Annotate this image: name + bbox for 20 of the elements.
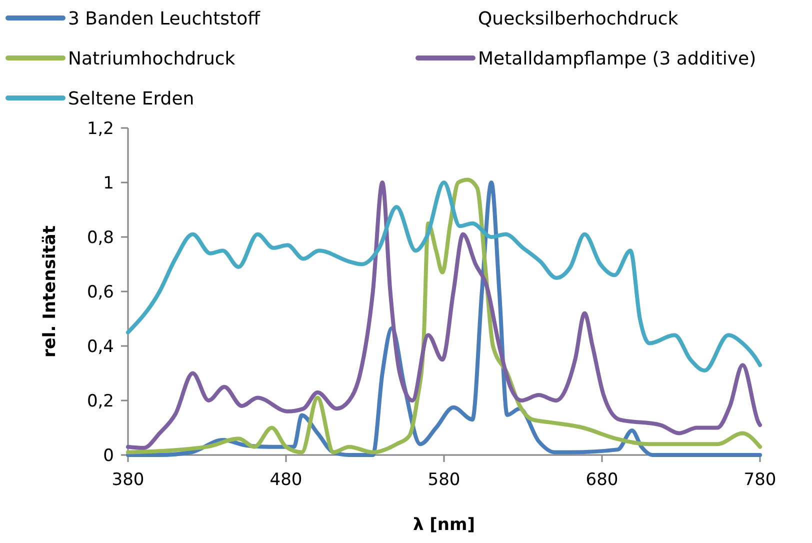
x-tick-label: 580 — [428, 470, 460, 490]
y-tick-label: 0,2 — [86, 391, 114, 412]
legend-label: 3 Banden Leuchtstoff — [68, 8, 261, 30]
legend-label: Metalldampflampe (3 additive) — [478, 48, 756, 70]
x-tick-label: 480 — [270, 470, 302, 490]
legend-label: Seltene Erden — [68, 88, 194, 110]
y-tick-label: 0,4 — [86, 336, 114, 357]
y-tick-label: 0,8 — [86, 228, 114, 248]
x-tick-label: 380 — [112, 470, 144, 490]
y-tick-label: 1,2 — [86, 118, 114, 139]
y-tick-label: 0 — [103, 446, 114, 466]
x-tick-label: 780 — [744, 470, 776, 490]
y-axis-title: rel. Intensität — [40, 226, 60, 358]
x-axis-title: λ [nm] — [412, 515, 476, 535]
y-tick-label: 0,6 — [86, 282, 114, 302]
text: Quecksilberhochdruck — [478, 8, 679, 30]
x-tick-label: 680 — [586, 470, 618, 490]
legend-label: Natriumhochdruck — [68, 48, 236, 70]
line-series — [126, 180, 762, 373]
y-tick-label: 1 — [103, 173, 114, 194]
